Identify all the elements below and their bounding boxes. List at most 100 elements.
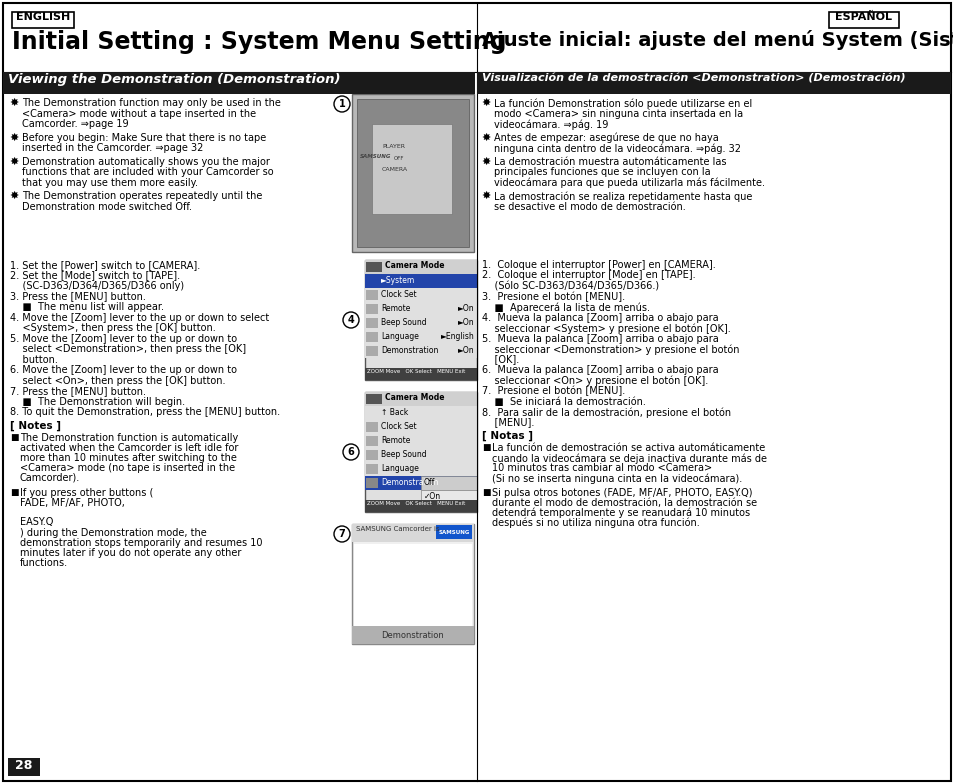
Bar	[365, 406, 476, 420]
Circle shape	[334, 526, 350, 542]
Bar	[12, 12, 74, 28]
Text: ►On: ►On	[457, 346, 475, 355]
Text: Demonstration mode switched Off.: Demonstration mode switched Off.	[22, 201, 192, 212]
Text: Language: Language	[380, 464, 418, 473]
Text: principales funciones que se incluyen con la: principales funciones que se incluyen co…	[494, 167, 710, 177]
Text: Si pulsa otros botones (FADE, MF/AF, PHOTO, EASY.Q): Si pulsa otros botones (FADE, MF/AF, PHO…	[492, 488, 752, 498]
Text: demonstration stops temporarily and resumes 10: demonstration stops temporarily and resu…	[20, 538, 262, 547]
Bar	[365, 448, 476, 462]
Bar	[365, 500, 476, 512]
Text: Visualización de la demostración <Demonstration> (Demostración): Visualización de la demostración <Demons…	[481, 73, 904, 83]
Text: Beep Sound: Beep Sound	[380, 318, 426, 327]
Text: <Camera> mode (no tape is inserted in the: <Camera> mode (no tape is inserted in th…	[20, 463, 234, 473]
Text: The Demonstration operates repeatedly until the: The Demonstration operates repeatedly un…	[22, 191, 262, 201]
Text: Beep Sound: Beep Sound	[380, 450, 426, 459]
Text: button.: button.	[10, 354, 58, 365]
Text: 3.  Presione el botón [MENU].: 3. Presione el botón [MENU].	[481, 292, 624, 302]
Bar	[365, 476, 476, 490]
Bar	[366, 262, 381, 272]
Text: (SC-D363/D364/D365/D366 only): (SC-D363/D364/D365/D366 only)	[10, 281, 184, 291]
Text: 8. To quit the Demonstration, press the [MENU] button.: 8. To quit the Demonstration, press the …	[10, 407, 280, 417]
Bar	[436, 525, 472, 539]
Text: ►System: ►System	[380, 276, 415, 285]
Text: ninguna cinta dentro de la videocámara. ⇒pág. 32: ninguna cinta dentro de la videocámara. …	[494, 143, 740, 154]
Bar	[366, 422, 377, 432]
Bar	[420, 476, 476, 490]
Text: Demonstration: Demonstration	[381, 630, 444, 640]
Text: 3. Press the [MENU] button.: 3. Press the [MENU] button.	[10, 292, 146, 302]
Text: activated when the Camcorder is left idle for: activated when the Camcorder is left idl…	[20, 442, 238, 452]
Text: 8.  Para salir de la demostración, presione el botón: 8. Para salir de la demostración, presio…	[481, 407, 730, 418]
Text: [ Notas ]: [ Notas ]	[481, 431, 533, 441]
Text: ✓On: ✓On	[423, 492, 440, 501]
Text: ✸: ✸	[481, 132, 491, 143]
Text: Antes de empezar: asegúrese de que no haya: Antes de empezar: asegúrese de que no ha…	[494, 132, 718, 143]
Text: The Demonstration function is automatically: The Demonstration function is automatica…	[20, 433, 238, 442]
Bar	[366, 318, 377, 328]
Text: Clock Set: Clock Set	[380, 290, 416, 299]
Text: Remote: Remote	[380, 304, 410, 313]
Text: Before you begin: Make Sure that there is no tape: Before you begin: Make Sure that there i…	[22, 132, 266, 143]
Text: 7.  Presione el botón [MENU].: 7. Presione el botón [MENU].	[481, 386, 624, 397]
Text: functions that are included with your Camcorder so: functions that are included with your Ca…	[22, 167, 274, 177]
Text: functions.: functions.	[20, 557, 68, 568]
Text: that you may use them more easily.: that you may use them more easily.	[22, 177, 198, 187]
Text: <Camera> mode without a tape inserted in the: <Camera> mode without a tape inserted in…	[22, 108, 255, 118]
Bar	[365, 344, 476, 358]
Bar	[366, 450, 377, 460]
Bar	[420, 490, 476, 504]
Text: ) during the Demonstration mode, the: ) during the Demonstration mode, the	[20, 528, 207, 538]
Text: 6: 6	[347, 447, 354, 457]
Text: Demonstration: Demonstration	[380, 478, 438, 487]
Text: [OK].: [OK].	[481, 354, 518, 365]
Text: La demostración muestra automáticamente las: La demostración muestra automáticamente …	[494, 157, 726, 166]
Text: minutes later if you do not operate any other: minutes later if you do not operate any …	[20, 547, 241, 557]
Text: ■: ■	[10, 488, 18, 496]
Text: cuando la videocámara se deja inactiva durante más de: cuando la videocámara se deja inactiva d…	[492, 453, 766, 463]
Bar	[365, 302, 476, 316]
Text: videocámara. ⇒pág. 19: videocámara. ⇒pág. 19	[494, 119, 608, 129]
Text: durante el modo de demostración, la demostración se: durante el modo de demostración, la demo…	[492, 498, 757, 508]
Bar	[8, 758, 40, 776]
Text: ✸: ✸	[10, 132, 19, 143]
Text: Off: Off	[423, 478, 435, 487]
Text: 28: 28	[15, 759, 32, 772]
Text: Camcorder).: Camcorder).	[20, 473, 80, 482]
Text: La demostración se realiza repetidamente hasta que: La demostración se realiza repetidamente…	[494, 191, 752, 201]
Text: 5.  Mueva la palanca [Zoom] arriba o abajo para: 5. Mueva la palanca [Zoom] arriba o abaj…	[481, 333, 718, 343]
Text: PLAYER: PLAYER	[381, 144, 405, 149]
Text: seleccionar <System> y presione el botón [OK].: seleccionar <System> y presione el botón…	[481, 323, 730, 333]
Bar	[366, 290, 377, 300]
Text: ✸: ✸	[481, 191, 491, 201]
Text: Camera Mode: Camera Mode	[385, 261, 444, 270]
Text: 1. Set the [Power] switch to [CAMERA].: 1. Set the [Power] switch to [CAMERA].	[10, 260, 200, 270]
Bar	[354, 544, 472, 626]
Text: seleccionar <On> y presione el botón [OK].: seleccionar <On> y presione el botón [OK…	[481, 376, 707, 386]
Text: OFF: OFF	[394, 156, 404, 161]
Text: Initial Setting : System Menu Setting: Initial Setting : System Menu Setting	[12, 30, 506, 54]
Text: ■  The Demonstration will begin.: ■ The Demonstration will begin.	[10, 397, 185, 406]
Text: ZOOM Move   OK Select   MENU Exit: ZOOM Move OK Select MENU Exit	[367, 501, 465, 506]
Text: ■: ■	[481, 488, 490, 497]
Bar	[365, 420, 476, 434]
Text: inserted in the Camcorder. ⇒page 32: inserted in the Camcorder. ⇒page 32	[22, 143, 203, 153]
Text: SAMSUNG: SAMSUNG	[437, 529, 469, 535]
Text: Demonstration automatically shows you the major: Demonstration automatically shows you th…	[22, 157, 270, 166]
Text: Demonstration: Demonstration	[380, 346, 438, 355]
Text: Camcorder. ⇒page 19: Camcorder. ⇒page 19	[22, 119, 129, 129]
Bar	[352, 524, 474, 542]
Bar	[352, 626, 474, 644]
Bar	[476, 72, 950, 94]
Text: ■: ■	[481, 443, 490, 452]
Text: CAMERA: CAMERA	[381, 167, 408, 172]
Bar	[365, 368, 476, 380]
Text: SAMSUNG: SAMSUNG	[359, 154, 391, 159]
Bar	[366, 394, 381, 404]
Bar	[352, 94, 474, 252]
Text: [MENU].: [MENU].	[481, 418, 534, 427]
Bar	[365, 330, 476, 344]
Text: ✸: ✸	[481, 157, 491, 166]
Text: ESPAÑOL: ESPAÑOL	[835, 12, 892, 22]
Text: ✸: ✸	[481, 98, 491, 108]
Text: 2. Set the [Mode] switch to [TAPE].: 2. Set the [Mode] switch to [TAPE].	[10, 270, 180, 281]
